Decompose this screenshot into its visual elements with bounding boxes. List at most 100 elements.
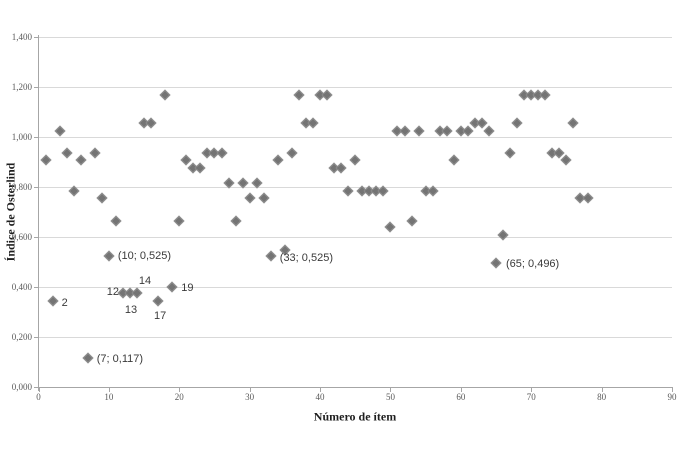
data-point [511, 117, 523, 129]
data-point [286, 147, 298, 159]
x-tick-label: 40 [315, 392, 325, 402]
y-tick-label: 1,000 [11, 132, 32, 142]
x-axis-title: Número de ítem [313, 409, 397, 424]
y-tick-mark [34, 287, 39, 288]
x-tick-label: 90 [667, 392, 677, 402]
x-tick-mark [108, 388, 110, 392]
gridline [38, 237, 672, 238]
y-tick-label: 0,000 [11, 382, 32, 392]
point-annotation: (10; 0,525) [117, 249, 172, 262]
point-annotation: (33; 0,525) [279, 251, 333, 264]
y-tick-label: 0,600 [11, 232, 32, 242]
data-point [441, 125, 453, 137]
x-tick-mark [672, 388, 673, 392]
y-axis-line [38, 35, 39, 391]
data-point [46, 295, 59, 307]
y-tick-label: 0,800 [11, 182, 32, 192]
data-point [145, 117, 157, 129]
x-tick-label: 70 [526, 392, 536, 402]
data-point [53, 125, 66, 137]
gridline [38, 87, 672, 88]
data-point [82, 352, 94, 364]
data-point [258, 192, 270, 204]
data-point [89, 147, 101, 159]
x-tick-mark [38, 388, 40, 392]
data-point [131, 287, 143, 299]
data-point [405, 215, 418, 227]
data-point [96, 192, 108, 204]
data-point [159, 88, 171, 101]
data-point [166, 281, 178, 293]
y-tick-mark [34, 187, 39, 188]
gridline [38, 187, 672, 188]
data-point [152, 295, 164, 307]
point-annotation: (65; 0,496) [506, 258, 560, 270]
data-point [553, 147, 566, 159]
y-tick-mark [34, 337, 39, 338]
point-annotation: 13 [124, 304, 138, 317]
data-point [173, 215, 185, 227]
data-point [103, 250, 115, 262]
y-tick-mark [34, 37, 39, 38]
x-tick-label: 0 [36, 392, 41, 402]
data-point [581, 192, 594, 204]
y-tick-mark [34, 237, 39, 238]
data-point [321, 88, 333, 101]
data-point [243, 192, 256, 204]
point-annotation: 12 [106, 286, 119, 299]
data-point [60, 147, 73, 159]
x-tick-mark [390, 388, 392, 392]
y-tick-mark [34, 387, 39, 388]
data-point [476, 117, 488, 129]
y-tick-label: 0,200 [11, 332, 32, 342]
point-annotation: 2 [61, 296, 68, 309]
y-tick-label: 1,200 [11, 82, 32, 92]
data-point [180, 153, 192, 166]
x-tick-label: 20 [174, 392, 184, 402]
data-point [448, 153, 460, 166]
data-point [490, 257, 502, 269]
data-point [412, 125, 425, 137]
x-tick-label: 10 [104, 392, 114, 402]
gridline [38, 337, 672, 338]
gridline [38, 37, 672, 38]
data-point [539, 88, 551, 101]
data-point [307, 117, 319, 129]
data-point [39, 153, 52, 166]
x-tick-mark [320, 388, 322, 392]
data-point [194, 162, 207, 174]
data-point [384, 221, 397, 233]
data-point [560, 153, 573, 166]
data-point [75, 153, 87, 166]
x-tick-label: 60 [456, 392, 466, 402]
data-point [349, 153, 361, 166]
y-tick-label: 0,400 [11, 282, 32, 292]
y-tick-label: 1,400 [11, 32, 32, 42]
point-annotation: 14 [138, 275, 152, 288]
data-point [265, 250, 277, 262]
data-point [335, 162, 347, 174]
x-tick-label: 50 [385, 392, 395, 402]
x-tick-mark [249, 388, 251, 392]
data-point [229, 215, 242, 227]
gridline [38, 287, 672, 288]
x-tick-mark [531, 388, 533, 392]
x-tick-label: 30 [245, 392, 255, 402]
data-point [215, 147, 228, 159]
data-point [483, 125, 495, 137]
x-tick-mark [601, 388, 603, 392]
data-point [293, 88, 305, 101]
x-tick-mark [179, 388, 181, 392]
data-point [462, 125, 474, 137]
data-point [504, 147, 516, 159]
data-point [567, 117, 580, 129]
data-point [398, 125, 411, 137]
data-point [110, 215, 122, 227]
point-annotation: (7; 0,117) [96, 352, 144, 365]
y-tick-mark [34, 87, 39, 88]
gridline [38, 137, 672, 138]
point-annotation: 17 [154, 309, 167, 322]
y-tick-mark [34, 137, 39, 138]
data-point [272, 153, 284, 166]
